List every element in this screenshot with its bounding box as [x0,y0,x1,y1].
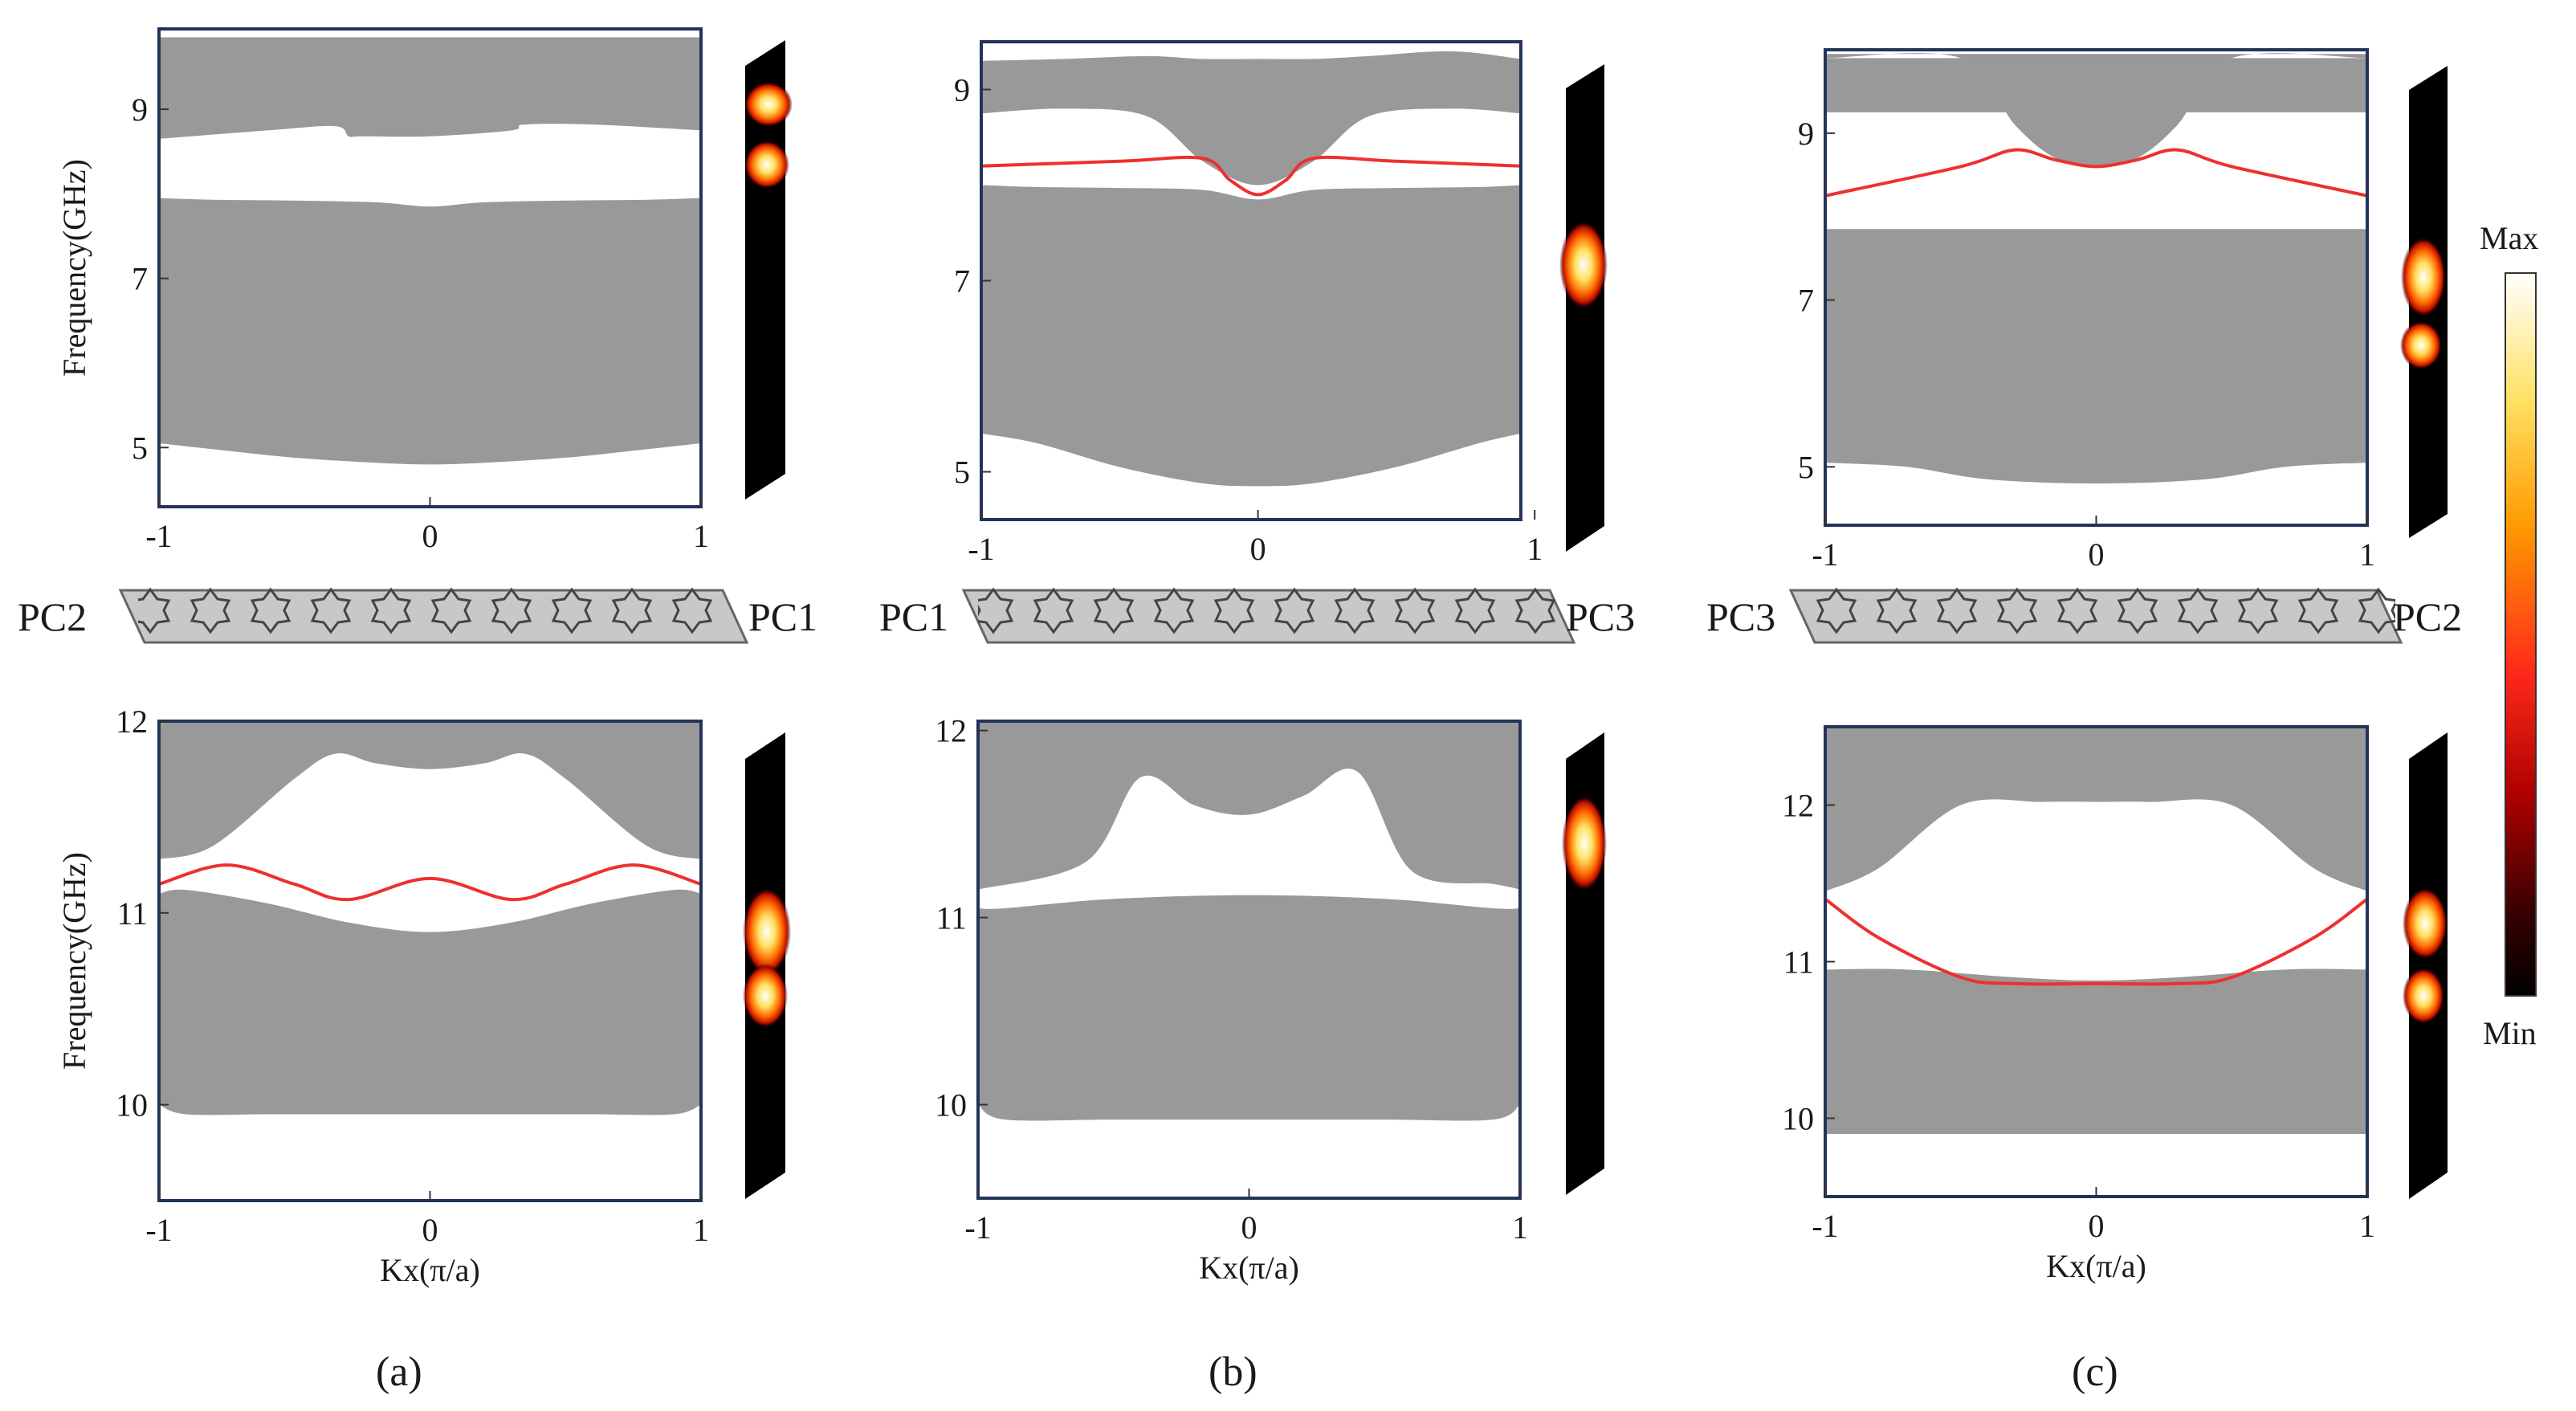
x-tick-label: -1 [1812,536,1838,573]
x-tick-label: 0 [422,1212,438,1248]
bulk-band-1 [159,37,701,139]
x-tick-label: 1 [693,1212,709,1248]
y-tick-label: 11 [935,900,967,936]
panel-label-b: (b) [1209,1349,1257,1395]
interface-strip-b: PC1 PC3 [879,585,1635,649]
y-axis-label: Frequency(GHz) [56,852,92,1070]
edge-state-line-0 [981,155,1521,197]
plot-area [1825,53,2367,484]
y-tick-label: 5 [132,430,148,466]
strip-a-left-label: PC2 [18,594,87,639]
x-tick-label: -1 [968,531,994,567]
y-tick-label: 10 [116,1087,148,1123]
bulk-band-1 [981,51,1521,186]
colorbar-gradient [2505,272,2537,997]
bulk-band-2 [1825,58,2367,112]
y-tick-label: 11 [116,895,148,932]
plot-area [978,721,1520,1121]
chart-a-bottom: -1 0 1 10 11 12 Frequency(GHz) Kx(π/a) [56,703,709,1288]
x-tick-label: 0 [1250,531,1266,567]
strip-b-right-label: PC3 [1566,594,1635,639]
x-tick-label: -1 [1812,1208,1838,1244]
y-tick-label: 7 [1798,283,1814,319]
bulk-band-1 [978,721,1520,890]
colorbar-min-label: Min [2483,1015,2537,1051]
field-strip-a-top [744,40,793,500]
bulk-band-0 [981,185,1521,487]
x-tick-label: 0 [422,518,438,554]
strip-c-left-label: PC3 [1706,594,1775,639]
field-strip-c-top [2400,66,2448,538]
chart-b-bottom: -1 0 1 10 11 12 Kx(π/a) [935,713,1528,1286]
y-tick-label: 7 [132,261,148,297]
strip-b-left-label: PC1 [879,594,948,639]
x-tick-label: 1 [2359,536,2375,573]
strip-c-right-label: PC2 [2393,594,2462,639]
edge-state-line-0 [159,863,701,902]
bulk-band-0 [978,895,1520,1121]
bulk-band-0 [1825,969,2367,1134]
x-tick-label: 1 [693,518,709,554]
colorbar-max-label: Max [2480,220,2538,256]
field-strip-b-top [1559,64,1608,552]
edge-state-line-0 [1825,148,2367,198]
y-tick-label: 5 [1798,449,1814,485]
bulk-band-1 [159,721,701,859]
y-tick-label: 9 [132,92,148,128]
chart-c-bottom: -1 0 1 10 11 12 Kx(π/a) [1782,725,2375,1284]
chart-a-top: -1 0 1 5 7 9 Frequency(GHz) [56,27,709,554]
y-tick-label: 9 [954,72,970,108]
field-strip-a-bottom [743,732,791,1199]
y-tick-label: 12 [935,713,967,749]
y-tick-label: 10 [1782,1101,1814,1137]
chart-b-top: -1 0 1 5 7 9 [954,40,1543,567]
y-tick-label: 5 [954,455,970,491]
y-axis-label: Frequency(GHz) [56,159,92,377]
plot-area [159,37,701,465]
panel-label-a: (a) [376,1349,422,1395]
x-tick-label: 1 [1512,1209,1528,1246]
x-tick-label: 1 [2359,1208,2375,1244]
x-axis-label: Kx(π/a) [2046,1248,2146,1284]
panel-label-c: (c) [2072,1349,2118,1395]
interface-strip-a: PC2 PC1 [18,585,817,649]
y-tick-label: 12 [116,703,148,740]
plot-area [1825,727,2367,1134]
bulk-band-0 [159,198,701,465]
bulk-band-0 [159,889,701,1115]
strip-a-right-label: PC1 [748,594,817,639]
x-tick-label: -1 [964,1209,991,1246]
interface-strip-c: PC3 PC2 [1706,585,2462,649]
x-axis-label: Kx(π/a) [1199,1250,1299,1286]
x-tick-label: 0 [2089,536,2105,573]
field-strip-c-bottom [2403,732,2448,1199]
x-tick-label: 1 [1526,531,1543,567]
chart-c-top: -1 0 1 5 7 9 [1798,48,2375,573]
plot-area [981,51,1521,487]
colorbar: Max Min [2480,220,2538,1051]
x-tick-label: -1 [145,1212,172,1248]
y-tick-label: 10 [935,1087,967,1123]
edge-state-line-0 [1825,897,2367,986]
y-tick-label: 7 [954,263,970,300]
bulk-band-0 [1825,229,2367,484]
plot-area [159,721,701,1115]
field-strip-b-bottom [1562,732,1607,1195]
y-tick-label: 12 [1782,788,1814,824]
x-tick-label: 0 [1241,1209,1257,1246]
x-axis-label: Kx(π/a) [380,1252,480,1288]
y-tick-label: 11 [1783,944,1814,981]
bulk-band-1 [1825,727,2367,891]
y-tick-label: 9 [1798,116,1814,152]
x-tick-label: -1 [145,518,172,554]
x-tick-label: 0 [2089,1208,2105,1244]
